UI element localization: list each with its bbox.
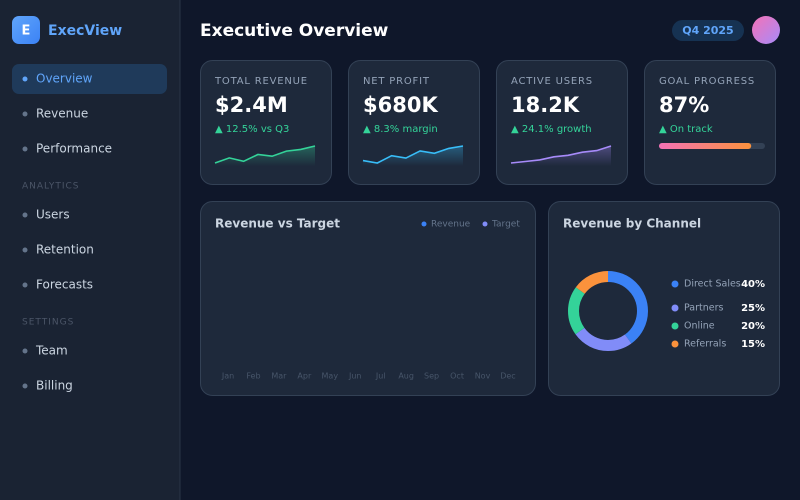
nav-item[interactable]: Billing <box>36 379 73 393</box>
legend-swatch <box>421 221 427 227</box>
kpi-value: 18.2K <box>511 93 580 117</box>
kpi-row: TOTAL REVENUE $2.4M ▲ 12.5% vs Q3 NET PROFI… <box>200 60 776 185</box>
x-tick-label: Oct <box>450 372 464 381</box>
progress-fill <box>659 143 752 149</box>
avatar[interactable] <box>752 16 780 44</box>
kpi-delta: ▲ 12.5% vs Q3 <box>215 124 289 135</box>
x-tick-label: Jan <box>221 372 234 381</box>
chart-title: Revenue by Channel <box>563 217 701 231</box>
donut-segment <box>568 271 648 351</box>
spark-area <box>363 146 463 166</box>
nav-item[interactable]: Retention <box>36 243 94 257</box>
nav-dot <box>22 348 28 354</box>
nav-item[interactable]: Performance <box>36 142 112 156</box>
sparkline <box>362 145 464 164</box>
legend-label: Referrals <box>684 339 726 350</box>
kpi-label: ACTIVE USERS <box>511 76 593 87</box>
sparkline <box>510 145 612 164</box>
brand: ExecView <box>48 23 122 39</box>
nav-section-label: SETTINGS <box>22 318 74 328</box>
kpi-label: TOTAL REVENUE <box>214 76 308 87</box>
value-label: 25% <box>741 303 765 314</box>
value-label: 20% <box>741 321 765 332</box>
x-tick-label: Mar <box>271 372 287 381</box>
channel-card <box>548 201 780 396</box>
nav-dot <box>22 247 28 253</box>
nav: Overview Revenue Performance ANALYTICS Users… <box>12 64 167 393</box>
period[interactable]: Q4 2025 <box>682 24 733 37</box>
nav-dot <box>22 76 28 82</box>
x-tick-label: May <box>322 372 339 381</box>
nav-item[interactable]: Revenue <box>36 107 88 121</box>
nav-dot <box>22 111 28 117</box>
logo <box>12 16 40 44</box>
kpi-value: $2.4M <box>215 93 288 117</box>
kpi-delta: ▲ 24.1% growth <box>511 124 592 135</box>
nav-dot <box>22 383 28 389</box>
kpi-card <box>644 60 776 185</box>
x-tick-label: Feb <box>246 372 260 381</box>
period-pill[interactable] <box>672 20 744 41</box>
nav-item[interactable]: Overview <box>36 72 93 86</box>
legend-swatch <box>671 280 679 288</box>
legend-label: Revenue <box>431 220 471 230</box>
kpi-delta: ▲ On track <box>659 124 713 135</box>
x-tick-label: Dec <box>500 372 515 381</box>
x-tick-label: Jul <box>375 372 386 381</box>
nav-dot <box>22 146 28 152</box>
nav-dot <box>22 212 28 218</box>
nav-dot <box>22 282 28 288</box>
kpi-label: GOAL PROGRESS <box>659 76 755 87</box>
x-tick-label: Aug <box>398 372 414 381</box>
legend-label: Direct Sales <box>684 279 741 290</box>
sparkline <box>214 145 316 164</box>
x-tick-label: Nov <box>475 372 491 381</box>
nav-item[interactable]: Team <box>35 344 68 358</box>
revenue-chart: Revenue Target Jan Feb Mar Apr May Jun Jul Aug Sep… <box>221 220 520 381</box>
x-tick-label: Apr <box>297 372 312 381</box>
logo-letter: E <box>22 24 31 39</box>
value-label: 40% <box>741 279 765 290</box>
legend-label: Target <box>491 220 520 230</box>
value-label: 15% <box>741 339 765 350</box>
x-tick-label: Jun <box>348 372 362 381</box>
kpi-label: NET PROFIT <box>363 76 430 87</box>
legend-swatch <box>671 304 679 312</box>
donut-segment <box>568 271 648 351</box>
nav-item[interactable]: Users <box>36 208 70 222</box>
page-title: Executive Overview <box>200 21 389 41</box>
x-tick-label: Sep <box>424 372 439 381</box>
kpi-value: $680K <box>363 93 438 117</box>
nav-item[interactable]: Forecasts <box>36 278 93 292</box>
donut-segment <box>568 271 648 351</box>
nav-section-label: ANALYTICS <box>22 182 80 192</box>
revenue-card <box>200 201 536 396</box>
kpi-delta: ▲ 8.3% margin <box>363 124 438 135</box>
channel-chart: Direct Sales 40% Partners 25% Online 20% Refer… <box>568 271 765 351</box>
chart-title: Revenue vs Target <box>215 217 340 231</box>
legend-label: Online <box>684 321 715 332</box>
legend-swatch <box>671 340 679 348</box>
legend-swatch <box>671 322 679 330</box>
nav-active-bg[interactable] <box>12 64 167 94</box>
legend-swatch <box>482 221 488 227</box>
legend-label: Partners <box>684 303 724 314</box>
kpi-value: 87% <box>659 93 709 117</box>
